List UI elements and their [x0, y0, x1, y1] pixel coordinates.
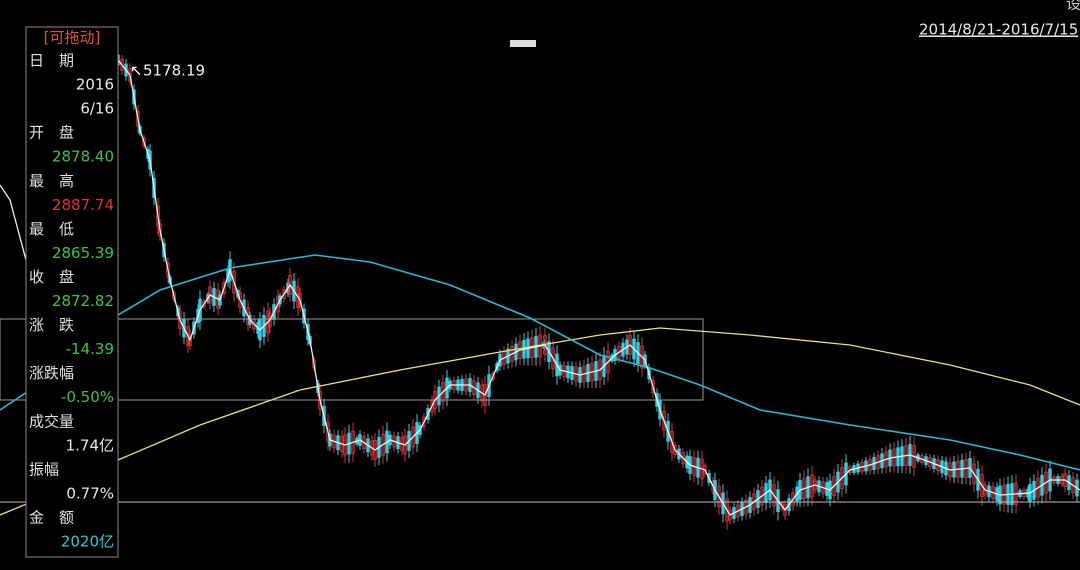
- candle-body: [972, 463, 976, 485]
- candle-body: [725, 498, 729, 522]
- info-label: 涨跌幅: [29, 364, 74, 382]
- candle-body: [362, 436, 366, 450]
- info-value: -14.39: [66, 340, 114, 358]
- candle-body: [266, 310, 270, 334]
- candle-body: [158, 223, 162, 237]
- candle-body: [1036, 477, 1040, 498]
- info-label: 振幅: [29, 460, 59, 478]
- candle-body: [617, 345, 621, 359]
- candle-body: [326, 421, 330, 443]
- candle-body: [422, 416, 426, 428]
- candle-body: [142, 137, 146, 147]
- drag-label[interactable]: [可拖动]: [44, 29, 101, 47]
- info-value: 2865.39: [52, 244, 114, 262]
- candle-body: [411, 426, 415, 448]
- candle-body: [980, 474, 984, 498]
- candle-body: [156, 205, 160, 227]
- info-label: 日 期: [29, 52, 74, 70]
- price-line: [117, 59, 1080, 516]
- info-value: 2878.40: [52, 148, 114, 166]
- candle-body: [783, 504, 787, 516]
- peak-annotation: 5178.19: [143, 62, 205, 80]
- candle-body: [1071, 477, 1075, 494]
- ma-long: [0, 327, 1080, 516]
- candle-body: [298, 293, 302, 307]
- candle-body: [491, 372, 495, 380]
- price-line-left: [0, 184, 27, 261]
- candle-body: [651, 380, 655, 394]
- candle-body: [188, 334, 192, 346]
- ma-mid: [0, 254, 1080, 471]
- candle-body: [670, 431, 674, 453]
- info-label: 涨 跌: [29, 316, 74, 334]
- candle-body: [441, 382, 445, 402]
- candle-body: [483, 384, 487, 406]
- candle-body: [840, 467, 844, 489]
- candle-body: [202, 300, 206, 308]
- candle-body: [232, 270, 236, 294]
- info-value: 0.77%: [66, 484, 114, 502]
- candle-body: [1044, 471, 1048, 494]
- candle-body: [166, 262, 170, 278]
- candle-body: [628, 335, 632, 355]
- info-label: 最 高: [29, 172, 74, 190]
- candle-body: [120, 59, 124, 71]
- candle-body: [268, 312, 272, 328]
- candle-body: [780, 502, 784, 510]
- candle-body: [312, 359, 316, 369]
- candle-body: [606, 350, 610, 374]
- info-value: -0.50%: [61, 388, 114, 406]
- candle-body: [832, 476, 836, 496]
- info-label: 成交量: [29, 412, 74, 430]
- candle-body: [128, 68, 132, 82]
- candle-body: [662, 410, 666, 431]
- candle-body: [791, 492, 795, 507]
- candle-body: [288, 275, 292, 295]
- info-label: 开 盘: [29, 124, 74, 142]
- candle-body: [717, 486, 721, 508]
- candle-body: [673, 445, 677, 455]
- candle-body: [760, 486, 764, 506]
- date-range[interactable]: 2014/8/21-2016/7/15: [919, 21, 1078, 39]
- info-value: 6/16: [80, 100, 114, 118]
- info-label: 金 额: [29, 508, 74, 526]
- candle-body: [296, 286, 300, 308]
- candle-body: [373, 440, 377, 460]
- info-label: 收 盘: [29, 268, 74, 286]
- selection-box: [0, 318, 704, 401]
- candle-body: [136, 111, 140, 127]
- info-panel[interactable]: [25, 26, 119, 558]
- candle-body: [472, 380, 476, 396]
- candle-body: [681, 452, 685, 464]
- candle-body: [222, 282, 226, 294]
- candle-body: [186, 326, 190, 346]
- corner-text: 设: [1066, 0, 1080, 13]
- info-value: 2872.82: [52, 292, 114, 310]
- info-value: 2016: [76, 76, 114, 94]
- candle-body: [772, 484, 776, 507]
- candle-body: [282, 289, 286, 299]
- candle-body: [172, 292, 176, 300]
- candle-body: [238, 292, 242, 308]
- drag-handle[interactable]: [510, 40, 536, 47]
- candle-body: [381, 433, 385, 456]
- info-value: 1.74亿: [66, 436, 114, 454]
- info-label: 最 低: [29, 220, 74, 238]
- peak-marker: ↖: [130, 62, 143, 80]
- candle-body: [178, 311, 182, 329]
- candle-body: [551, 347, 555, 370]
- info-value: 2020亿: [61, 533, 114, 551]
- candle-body: [640, 345, 644, 369]
- info-value: 2887.74: [52, 196, 114, 214]
